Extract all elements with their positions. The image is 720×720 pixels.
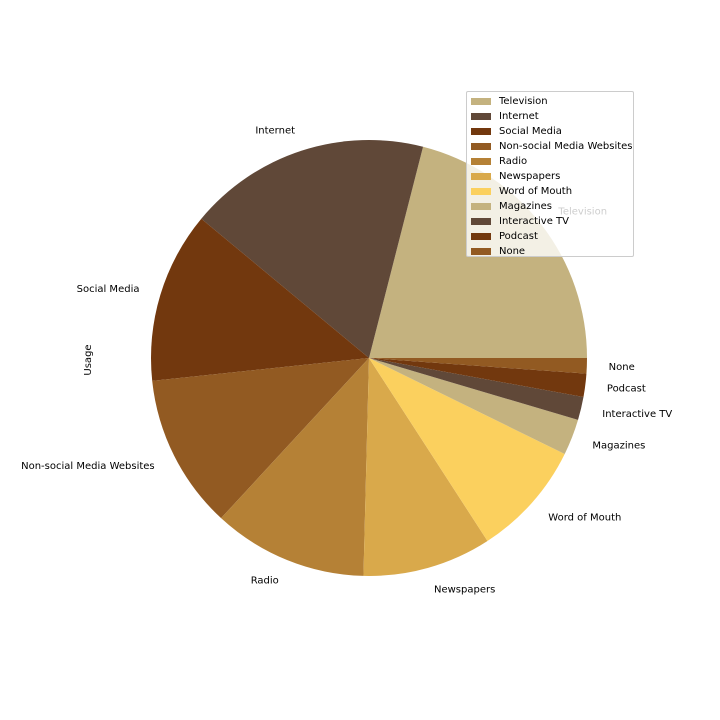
legend-item-podcast: Podcast <box>467 229 633 244</box>
pie-slice-non-social-media-websites <box>152 358 369 519</box>
legend-item-none: None <box>467 244 633 259</box>
legend-swatch <box>471 218 491 225</box>
pie-label-radio: Radio <box>251 576 279 587</box>
legend-item-radio: Radio <box>467 154 633 169</box>
legend-swatch <box>471 158 491 165</box>
pie-slice-internet <box>201 139 424 358</box>
legend-swatch <box>471 113 491 120</box>
legend-label: Internet <box>499 111 539 122</box>
pie-slice-newspapers <box>363 358 488 576</box>
legend-item-television: Television <box>467 94 633 109</box>
pie-label-interactive-tv: Interactive TV <box>602 409 672 420</box>
pie-label-internet: Internet <box>255 125 295 136</box>
legend-label: Magazines <box>499 201 552 212</box>
legend-swatch <box>471 98 491 105</box>
pie-slice-social-media <box>151 218 369 381</box>
legend-item-newspapers: Newspapers <box>467 169 633 184</box>
pie-slices <box>151 139 587 576</box>
pie-label-magazines: Magazines <box>592 441 645 452</box>
pie-label-newspapers: Newspapers <box>434 584 495 595</box>
legend-label: None <box>499 246 526 257</box>
legend-swatch <box>471 233 491 240</box>
pie-label-podcast: Podcast <box>607 384 646 395</box>
legend-label: Radio <box>499 156 528 167</box>
pie-slice-magazines <box>369 358 579 455</box>
legend-label: Social Media <box>499 126 562 137</box>
legend-swatch <box>471 248 491 255</box>
legend-item-social-media: Social Media <box>467 124 633 139</box>
pie-label-social-media: Social Media <box>77 284 140 295</box>
legend-label: Non-social Media Websites <box>499 141 633 152</box>
pie-slice-none <box>369 358 587 374</box>
legend-swatch <box>471 188 491 195</box>
legend-label: Podcast <box>499 231 538 242</box>
y-axis-label: Usage <box>83 344 94 375</box>
pie-label-word-of-mouth: Word of Mouth <box>548 513 621 524</box>
legend-swatch <box>471 128 491 135</box>
legend-label: Word of Mouth <box>499 186 573 197</box>
legend-item-internet: Internet <box>467 109 633 124</box>
legend-label: Television <box>499 96 548 107</box>
legend-swatch <box>471 203 491 210</box>
pie-label-non-social-media-websites: Non-social Media Websites <box>21 461 155 472</box>
legend: Television Internet Social Media Non-social… <box>466 91 634 257</box>
legend-item-non-social-media-websites: Non-social Media Websites <box>467 139 633 154</box>
legend-item-magazines: Magazines <box>467 199 633 214</box>
legend-swatch <box>471 173 491 180</box>
legend-item-interactive-tv: Interactive TV <box>467 214 633 229</box>
legend-swatch <box>471 143 491 150</box>
pie-slice-podcast <box>369 358 587 398</box>
pie-slice-word-of-mouth <box>369 358 565 541</box>
legend-label: Interactive TV <box>499 216 569 227</box>
pie-slice-radio <box>221 358 369 576</box>
pie-slice-interactive-tv <box>369 358 584 420</box>
legend-label: Newspapers <box>499 171 561 182</box>
legend-item-word-of-mouth: Word of Mouth <box>467 184 633 199</box>
pie-label-none: None <box>609 362 635 373</box>
